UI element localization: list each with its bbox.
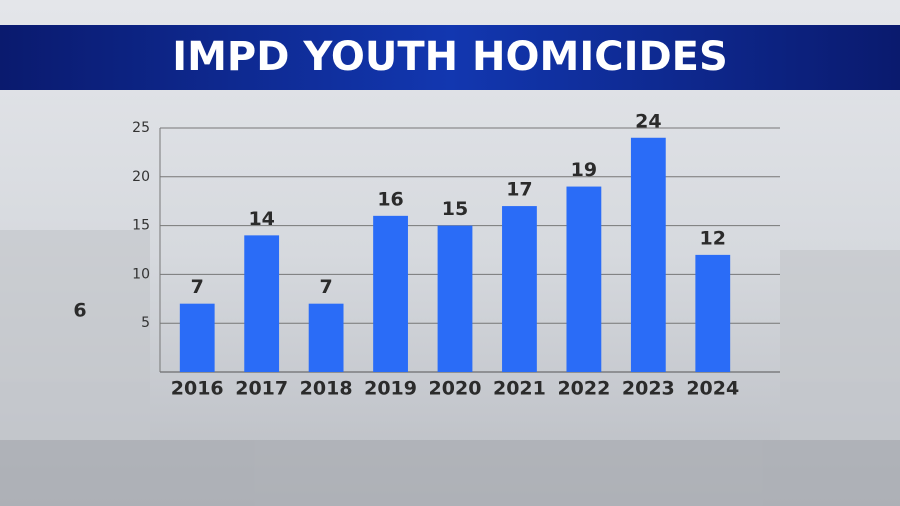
bar bbox=[437, 225, 473, 372]
bar bbox=[373, 215, 408, 372]
value-label: 15 bbox=[442, 198, 468, 220]
value-label: 12 bbox=[700, 227, 726, 249]
bar bbox=[244, 235, 280, 372]
chart-title: IMPD YOUTH HOMICIDES bbox=[172, 34, 728, 80]
bar bbox=[179, 303, 215, 372]
x-tick-label: 2019 bbox=[364, 378, 417, 400]
value-label: 24 bbox=[635, 110, 661, 132]
x-tick-label: 2023 bbox=[622, 378, 675, 400]
value-label: 16 bbox=[377, 188, 403, 210]
x-tick-label: 2022 bbox=[557, 378, 610, 400]
x-tick-label: 2021 bbox=[493, 378, 546, 400]
title-banner bbox=[0, 25, 900, 90]
x-tick-label: 2020 bbox=[429, 378, 482, 400]
y-tick-label: 10 bbox=[132, 266, 150, 282]
bar bbox=[502, 206, 537, 372]
value-label: 7 bbox=[191, 276, 204, 298]
y-tick-label: 5 bbox=[141, 315, 150, 331]
x-tick-label: 2018 bbox=[300, 378, 353, 400]
x-tick-label: 2024 bbox=[686, 378, 739, 400]
bar bbox=[566, 186, 602, 372]
skyline bbox=[0, 230, 900, 506]
y-tick-label: 25 bbox=[132, 120, 150, 136]
value-label: 19 bbox=[571, 159, 597, 181]
bar bbox=[630, 137, 666, 372]
annotation: 6 bbox=[73, 300, 86, 322]
x-tick-label: 2016 bbox=[171, 378, 224, 400]
x-tick-label: 2017 bbox=[235, 378, 288, 400]
value-label: 14 bbox=[248, 208, 274, 230]
bar bbox=[695, 254, 731, 372]
bar bbox=[308, 303, 344, 372]
y-tick-label: 15 bbox=[132, 218, 150, 234]
value-label: 7 bbox=[319, 276, 332, 298]
value-label: 17 bbox=[506, 179, 532, 201]
y-tick-label: 20 bbox=[132, 169, 150, 185]
